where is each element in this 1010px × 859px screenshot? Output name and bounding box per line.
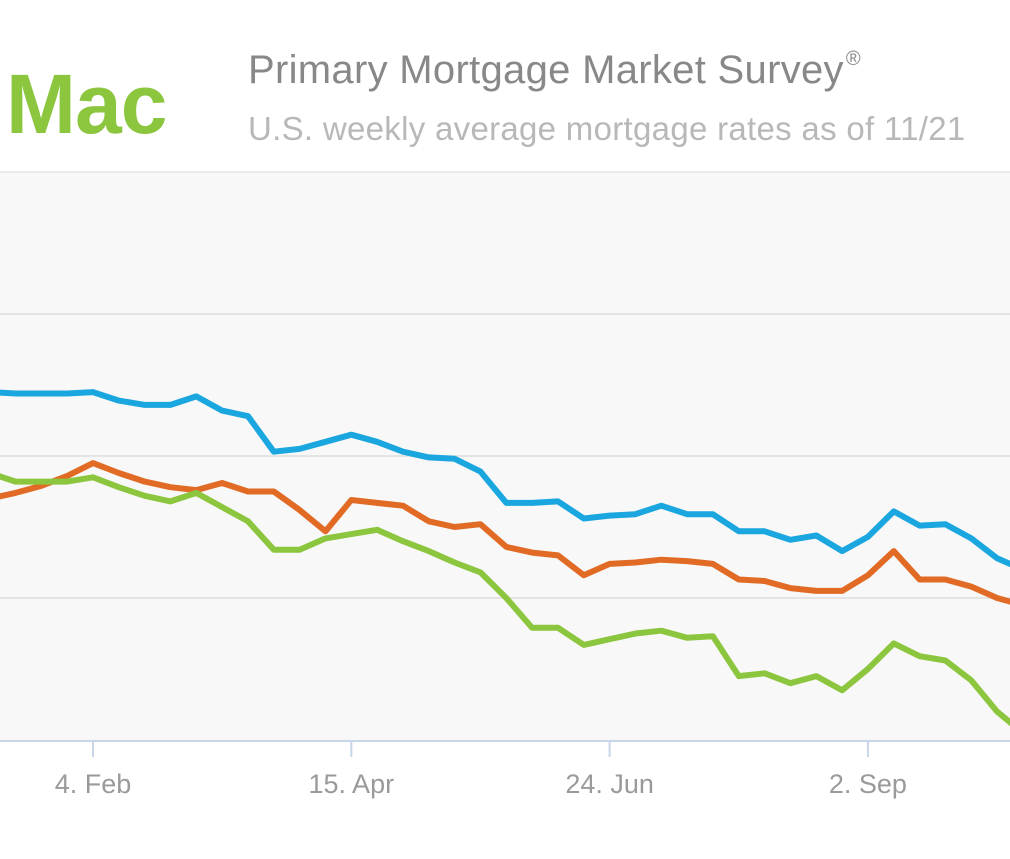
- chart-title-text: Primary Mortgage Market Survey: [248, 48, 844, 92]
- chart-title: Primary Mortgage Market Survey ®: [248, 48, 861, 93]
- x-tick-label: 15. Apr: [309, 769, 395, 799]
- series-line-orange: [0, 460, 1010, 605]
- x-tick-label: 2. Sep: [829, 769, 907, 799]
- chart-subtitle: U.S. weekly average mortgage rates as of…: [248, 110, 966, 147]
- x-axis-ticks: 4. Feb 15. Apr 24. Jun 2. Sep: [55, 741, 907, 799]
- mortgage-rate-chart: 4. Feb 15. Apr 24. Jun 2. Sep: [0, 171, 1010, 799]
- registered-mark: ®: [845, 48, 861, 70]
- freddie-mac-logo: Mac: [6, 57, 167, 151]
- x-tick-label: 24. Jun: [565, 769, 654, 799]
- series-lines: [0, 389, 1010, 727]
- x-tick-label: 4. Feb: [55, 769, 132, 799]
- series-line-blue: [0, 389, 1010, 568]
- series-line-green: [0, 473, 1010, 727]
